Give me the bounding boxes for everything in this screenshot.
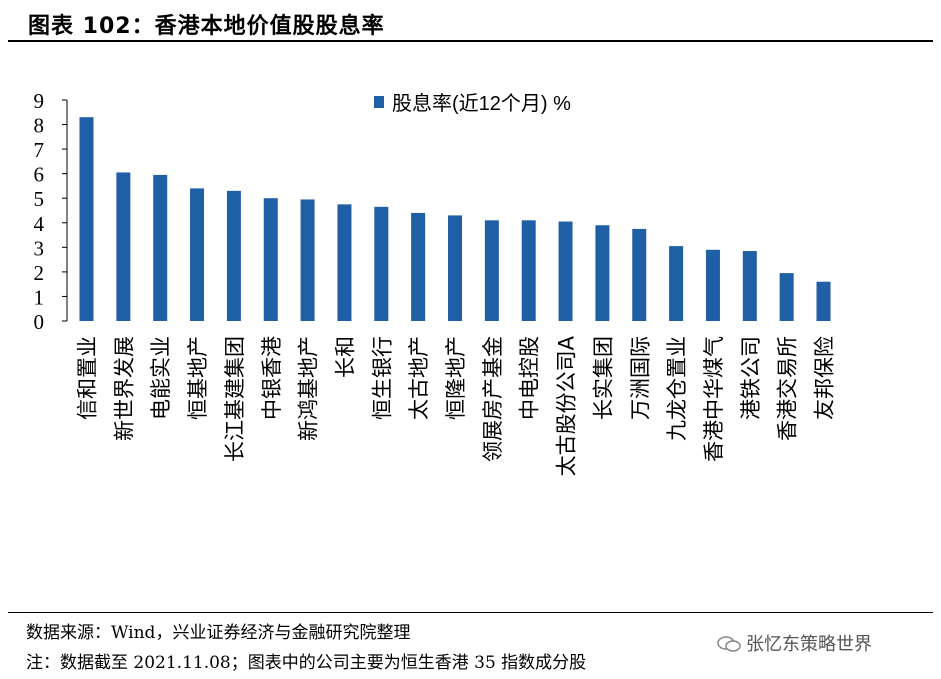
y-tick-label: 0: [34, 310, 45, 334]
bar: [190, 188, 205, 321]
bar: [669, 246, 684, 321]
y-tick-label: 7: [34, 138, 45, 162]
x-tick-label: 中银香港: [260, 336, 284, 420]
x-axis-labels: 信和置业 新世界发展 电能实业 恒基地产 长江基建集团 中银香港 新鸿基地产 长和 恒生银行 太古…: [76, 335, 837, 476]
x-tick-label: 恒生银行: [370, 336, 394, 420]
watermark: 张忆东策略世界: [716, 630, 872, 656]
bar: [448, 215, 462, 321]
x-tick-label: 友邦保险: [813, 336, 837, 420]
y-tick-label: 1: [34, 285, 45, 309]
x-tick-label: 香港中华煤气: [702, 336, 726, 462]
bar: [374, 206, 389, 321]
bar: [79, 117, 94, 321]
x-tick-label: 新世界发展: [112, 336, 136, 441]
figure-title: 图表 102：香港本地价值股股息率: [28, 14, 385, 39]
bar: [226, 190, 241, 321]
x-tick-label: 太古股份公司A: [555, 335, 579, 476]
bar: [742, 251, 757, 321]
x-tick-label: 恒基地产: [186, 336, 210, 420]
bar: [558, 221, 573, 321]
bar: [153, 174, 168, 321]
y-tick-label: 4: [34, 212, 45, 236]
data-source-note: 数据来源：Wind，兴业证券经济与金融研究院整理: [26, 623, 411, 643]
bar: [263, 198, 278, 321]
y-tick-label: 8: [34, 114, 45, 138]
x-tick-label: 新鸿基地产: [297, 336, 321, 441]
legend-swatch: [374, 96, 384, 108]
y-tick-label: 6: [34, 163, 45, 187]
bar: [816, 281, 831, 321]
wechat-icon: [717, 636, 741, 652]
x-tick-label: 香港交易所: [776, 336, 800, 441]
x-tick-label: 港铁公司: [739, 336, 763, 420]
bar: [595, 225, 610, 321]
bars: [79, 117, 831, 321]
x-tick-label: 中电控股: [518, 336, 542, 420]
footer-divider: [8, 612, 933, 613]
legend-label: 股息率(近12个月) %: [392, 92, 571, 115]
legend: 股息率(近12个月) %: [374, 92, 571, 115]
x-tick-label: 长和: [333, 336, 357, 378]
bar: [337, 204, 352, 321]
bar: [779, 273, 794, 321]
x-tick-label: 长江基建集团: [223, 336, 247, 462]
bar: [632, 228, 647, 321]
y-tick-label: 2: [34, 261, 45, 285]
x-tick-label: 信和置业: [76, 336, 100, 420]
x-tick-label: 长实集团: [591, 336, 615, 420]
y-tick-label: 5: [34, 187, 45, 211]
x-tick-label: 电能实业: [149, 336, 173, 420]
bar: [484, 220, 499, 321]
x-tick-label: 领展房产基金: [481, 336, 505, 462]
x-tick-label: 九龙仓置业: [665, 336, 689, 441]
watermark-text: 张忆东策略世界: [746, 634, 872, 655]
x-tick-label: 恒隆地产: [444, 336, 468, 420]
footnote: 注：数据截至 2021.11.08；图表中的公司主要为恒生香港 35 指数成分股: [26, 653, 587, 673]
bar: [411, 212, 426, 321]
bar: [116, 172, 131, 321]
bar: [300, 199, 315, 321]
x-tick-label: 太古地产: [407, 336, 431, 420]
y-tick-label: 3: [34, 236, 45, 260]
x-tick-label: 万洲国际: [628, 336, 652, 420]
bar: [521, 220, 536, 321]
y-tick-label: 9: [34, 89, 45, 113]
bar: [705, 249, 720, 321]
title-divider: [8, 40, 933, 42]
